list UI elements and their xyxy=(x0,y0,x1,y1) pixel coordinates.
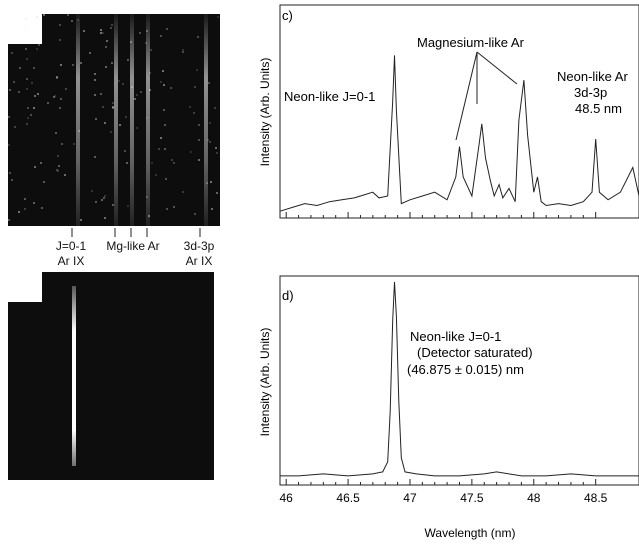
x-tick-label: 48.5 xyxy=(584,491,608,505)
mg-like-streak-3 xyxy=(146,14,150,226)
chart-d-x-ticks: 46 46.5 47 47.5 48 48.5 xyxy=(280,479,608,505)
ne-like-3d3p-streak xyxy=(204,14,208,226)
chart-c-series-line xyxy=(279,55,639,212)
mg-pointer-3 xyxy=(476,51,518,85)
annotation-d-3: (46.875 ± 0.015) nm xyxy=(407,362,524,377)
ne-like-j01-streak xyxy=(76,14,80,226)
annotation-neon-3d-3: 48.5 nm xyxy=(575,101,622,116)
mg-like-streak-2 xyxy=(130,14,134,226)
detector-image-a xyxy=(8,14,220,226)
x-tick-label: 48 xyxy=(527,491,541,505)
annotation-neon-j01: Neon-like J=0-1 xyxy=(284,89,375,104)
annotation-neon-3d-1: Neon-like Ar xyxy=(557,69,628,84)
label-mg-like: Mg-like Ar xyxy=(106,239,160,253)
label-3d3p: 3d-3p xyxy=(183,239,215,253)
panel-d-label: d) xyxy=(282,288,294,303)
chart-d: d) Intensity (Arb. Units) 46 46.5 47 47.5 48… xyxy=(259,275,639,540)
mg-like-streak-1 xyxy=(114,14,118,226)
chart-c-x-ticks xyxy=(285,212,597,218)
chart-d-frame xyxy=(279,275,639,486)
chart-c: c) Intensity (Arb. Units) Neon-like J=0-… xyxy=(259,4,639,219)
x-tick-label: 46 xyxy=(280,491,294,505)
x-tick-label: 46.5 xyxy=(336,491,360,505)
mg-pointer-1 xyxy=(455,51,478,141)
annotation-d-1: Neon-like J=0-1 xyxy=(410,329,501,344)
annotation-neon-3d-2: 3d-3p xyxy=(574,85,607,100)
detector-image-b xyxy=(8,272,214,480)
panel-c-label: c) xyxy=(282,8,293,23)
chart-d-ylabel: Intensity (Arb. Units) xyxy=(259,328,272,437)
x-tick-label: 47 xyxy=(403,491,417,505)
label-j01-ion: Ar IX xyxy=(57,254,85,268)
chart-d-xlabel: Wavelength (nm) xyxy=(425,526,516,540)
chart-d-series-line xyxy=(280,281,639,477)
saturated-j01-streak xyxy=(72,286,76,466)
annotation-d-2: (Detector saturated) xyxy=(417,345,533,360)
chart-c-ylabel: Intensity (Arb. Units) xyxy=(259,58,272,167)
annotation-mg-like: Magnesium-like Ar xyxy=(417,35,525,50)
label-3d3p-ion: Ar IX xyxy=(185,254,213,268)
x-tick-label: 47.5 xyxy=(460,491,484,505)
label-j01: J=0-1 xyxy=(55,239,87,253)
